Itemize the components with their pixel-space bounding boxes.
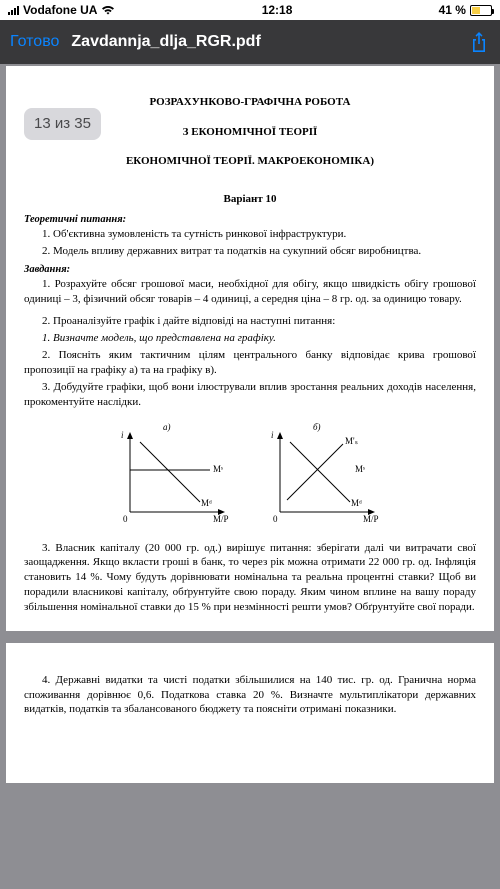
task-2-1: 1. Визначте модель, що представлена на г… [24, 331, 476, 346]
svg-text:0: 0 [123, 514, 128, 524]
clock: 12:18 [262, 3, 293, 17]
share-icon[interactable] [468, 31, 490, 53]
svg-text:M/P: M/P [363, 514, 379, 524]
document-title: Zavdannja_dlja_RGR.pdf [71, 33, 468, 51]
task-2-2: 2. Поясніть яким тактичним цілям централ… [24, 348, 476, 378]
theory-item-2: 2. Модель впливу державних витрат та под… [24, 244, 476, 259]
svg-text:0: 0 [273, 514, 278, 524]
done-button[interactable]: Готово [10, 33, 59, 51]
svg-text:Mˢ: Mˢ [213, 464, 223, 474]
pdf-viewer[interactable]: 13 из 35 РОЗРАХУНКОВО-ГРАФІЧНА РОБОТА З … [0, 64, 500, 889]
chart-b-label: б) [313, 422, 321, 432]
pdf-page-1: 13 из 35 РОЗРАХУНКОВО-ГРАФІЧНА РОБОТА З … [6, 66, 494, 631]
task-2-intro: 2. Проаналізуйте графік і дайте відповід… [24, 314, 476, 329]
task-1: 1. Розрахуйте обсяг грошової маси, необх… [24, 277, 476, 307]
task-heading: Завдання: [24, 263, 476, 277]
status-right: 41 % [439, 3, 492, 17]
status-left: Vodafone UA [8, 3, 115, 17]
title-line-3: ЕКОНОМІЧНОЇ ТЕОРІЇ. МАКРОЕКОНОМІКА) [24, 154, 476, 169]
svg-text:Mˢ: Mˢ [355, 464, 365, 474]
chart-row: а) i M/P 0 Mˢ Mᵈ б) i M/P [24, 422, 476, 527]
variant-label: Варіант 10 [24, 192, 476, 207]
task-4: 4. Державні видатки та чисті податки збі… [24, 673, 476, 718]
task-2-3: 3. Добудуйте графіки, щоб вони ілюструва… [24, 380, 476, 410]
carrier-label: Vodafone UA [23, 3, 97, 17]
svg-text:M/P: M/P [213, 514, 229, 524]
theory-heading: Теоретичні питання: [24, 213, 476, 227]
chart-a: а) i M/P 0 Mˢ Mᵈ [115, 422, 235, 527]
chart-b: б) i M/P 0 M'ₛ Mᵈ Mˢ [265, 422, 385, 527]
svg-text:M'ₛ: M'ₛ [345, 436, 358, 446]
svg-text:Mᵈ: Mᵈ [351, 498, 362, 508]
battery-icon [470, 5, 492, 16]
signal-icon [8, 6, 19, 15]
task-3: 3. Власник капіталу (20 000 гр. од.) вир… [24, 541, 476, 615]
chart-a-label: а) [163, 422, 171, 432]
pdf-nav-bar: Готово Zavdannja_dlja_RGR.pdf [0, 20, 500, 64]
page-indicator-badge: 13 из 35 [24, 108, 101, 140]
svg-text:Mᵈ: Mᵈ [201, 498, 212, 508]
theory-item-1: 1. Об'єктивна зумовленість та сутність р… [24, 227, 476, 242]
svg-text:i: i [121, 430, 124, 440]
pdf-page-2: 4. Державні видатки та чисті податки збі… [6, 643, 494, 783]
svg-text:i: i [271, 430, 274, 440]
status-bar: Vodafone UA 12:18 41 % [0, 0, 500, 20]
battery-percent: 41 % [439, 3, 466, 17]
wifi-icon [101, 5, 115, 15]
